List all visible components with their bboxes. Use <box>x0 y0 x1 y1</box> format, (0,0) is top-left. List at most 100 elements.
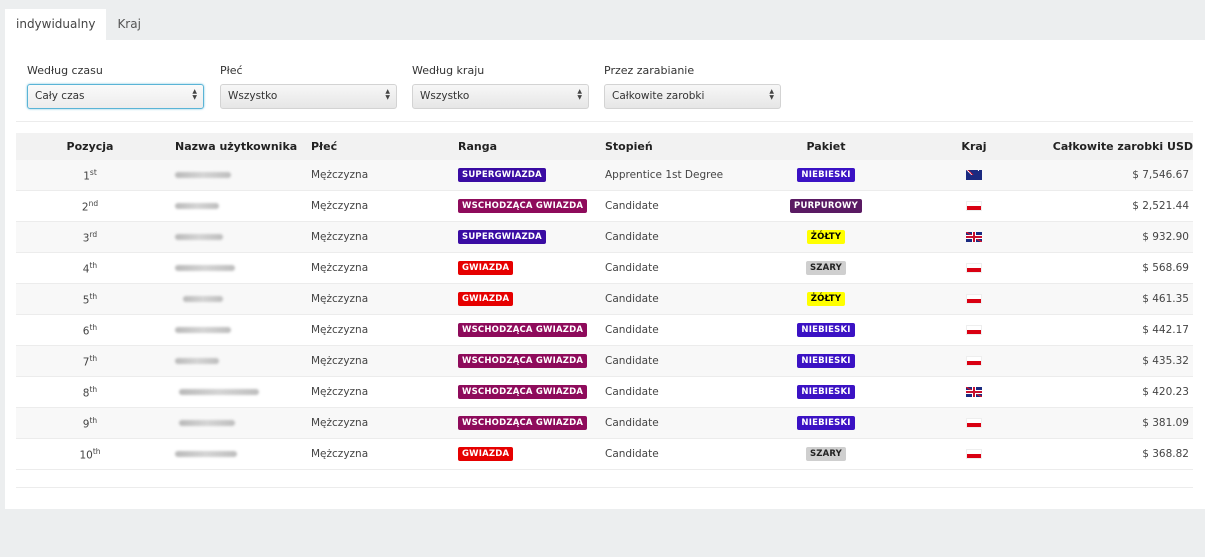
country-cell <box>900 324 1048 336</box>
username-cell[interactable] <box>164 200 311 212</box>
username-cell[interactable] <box>164 324 311 336</box>
table-row[interactable]: 3rd Mężczyzna SUPERGWIAZDA Candidate ŻÓŁTY $ … <box>16 222 1193 253</box>
position-suffix: th <box>89 291 98 301</box>
package-badge: SZARY <box>805 447 847 461</box>
earnings-cell: $ 381.09 <box>1142 417 1189 429</box>
username-redacted <box>175 265 235 271</box>
time-select[interactable]: Cały czas ▲ ▼ <box>27 84 204 109</box>
rank-cell: SUPERGWIAZDA <box>458 168 605 182</box>
package-badge: NIEBIESKI <box>797 168 855 182</box>
time-select-value: Cały czas <box>35 90 85 102</box>
country-flag-icon <box>966 232 982 242</box>
username-redacted <box>175 234 223 240</box>
country-flag-icon <box>966 294 982 304</box>
filter-gender: Płeć <box>220 64 243 78</box>
position-cell: 10th <box>16 447 164 462</box>
package-cell: PURPUROWY <box>752 199 900 213</box>
username-cell[interactable] <box>164 169 311 181</box>
degree-cell: Candidate <box>605 200 659 212</box>
package-badge: NIEBIESKI <box>797 323 855 337</box>
position-number: 8 <box>82 387 90 400</box>
position-cell: 2nd <box>16 199 164 214</box>
table-row[interactable]: 9th Mężczyzna WSCHODZĄCA GWIAZDA Candidate N… <box>16 408 1193 439</box>
username-cell[interactable] <box>164 386 311 398</box>
table-row[interactable]: 4th Mężczyzna GWIAZDA Candidate SZARY $ 568.6… <box>16 253 1193 284</box>
position-cell: 1st <box>16 168 164 183</box>
header-package[interactable]: Pakiet <box>806 140 846 153</box>
position-suffix: th <box>89 384 98 394</box>
position-suffix: th <box>89 415 98 425</box>
rank-cell: WSCHODZĄCA GWIAZDA <box>458 354 605 368</box>
table-row[interactable]: 8th Mężczyzna WSCHODZĄCA GWIAZDA Candidate N… <box>16 377 1193 408</box>
select-arrows-icon: ▲ ▼ <box>577 88 582 101</box>
degree-cell: Candidate <box>605 355 659 367</box>
package-badge: ŻÓŁTY <box>806 292 846 306</box>
earnings-cell: $ 932.90 <box>1142 231 1189 243</box>
position-cell: 9th <box>16 416 164 431</box>
header-rank[interactable]: Ranga <box>458 140 498 153</box>
filter-time-label: Według czasu <box>27 64 103 77</box>
gender-cell: Mężczyzna <box>311 324 369 336</box>
package-badge: ŻÓŁTY <box>806 230 846 244</box>
username-cell[interactable] <box>164 448 311 460</box>
position-suffix: nd <box>88 198 99 208</box>
header-position[interactable]: Pozycja <box>66 140 114 153</box>
earnings-cell: $ 461.35 <box>1142 293 1189 305</box>
country-flag-icon <box>966 263 982 273</box>
earnings-select[interactable]: Całkowite zarobki ▲ ▼ <box>604 84 781 109</box>
rank-badge: GWIAZDA <box>458 292 514 306</box>
country-flag-icon <box>966 166 982 180</box>
rank-cell: WSCHODZĄCA GWIAZDA <box>458 199 605 213</box>
degree-cell: Candidate <box>605 448 659 460</box>
earnings-cell: $ 442.17 <box>1142 324 1189 336</box>
table-row[interactable]: 10th Mężczyzna GWIAZDA Candidate SZARY $ 368.… <box>16 439 1193 470</box>
username-cell[interactable] <box>164 293 311 305</box>
select-arrows-icon: ▲ ▼ <box>385 88 390 101</box>
table-row[interactable]: 7th Mężczyzna WSCHODZĄCA GWIAZDA Candidate N… <box>16 346 1193 377</box>
divider <box>16 487 1193 488</box>
gender-cell: Mężczyzna <box>311 231 369 243</box>
filter-time: Według czasu <box>27 64 103 78</box>
username-redacted <box>183 296 223 302</box>
position-cell: 6th <box>16 323 164 338</box>
tab-country[interactable]: Kraj <box>117 17 141 31</box>
header-country[interactable]: Kraj <box>961 140 987 153</box>
country-select-value: Wszystko <box>420 90 470 102</box>
username-cell[interactable] <box>164 417 311 429</box>
country-flag-icon <box>966 449 982 459</box>
select-arrows-icon: ▲ ▼ <box>769 88 774 101</box>
header-username[interactable]: Nazwa użytkownika <box>175 140 298 153</box>
header-gender[interactable]: Płeć <box>311 140 338 153</box>
tab-individual[interactable]: indywidualny <box>5 9 107 40</box>
rank-badge: SUPERGWIAZDA <box>458 230 546 244</box>
table-row[interactable]: 6th Mężczyzna WSCHODZĄCA GWIAZDA Candidate N… <box>16 315 1193 346</box>
table-row[interactable]: 2nd Mężczyzna WSCHODZĄCA GWIAZDA Candidate P… <box>16 191 1193 222</box>
gender-cell: Mężczyzna <box>311 386 369 398</box>
table-row[interactable]: 5th Mężczyzna GWIAZDA Candidate ŻÓŁTY $ 461.3… <box>16 284 1193 315</box>
tab-bar: indywidualny Kraj <box>5 9 152 40</box>
rank-cell: WSCHODZĄCA GWIAZDA <box>458 323 605 337</box>
table-row[interactable]: 1st Mężczyzna SUPERGWIAZDA Apprentice 1st D… <box>16 160 1193 191</box>
country-flag-icon <box>966 418 982 428</box>
rank-cell: SUPERGWIAZDA <box>458 230 605 244</box>
package-cell: ŻÓŁTY <box>752 230 900 244</box>
username-cell[interactable] <box>164 231 311 243</box>
header-earnings[interactable]: Całkowite zarobki USD <box>1052 140 1193 153</box>
filter-earnings-label: Przez zarabianie <box>604 64 695 77</box>
username-cell[interactable] <box>164 355 311 367</box>
header-degree[interactable]: Stopień <box>605 140 653 153</box>
ranking-table: Pozycja Nazwa użytkownika Płeć Ranga Sto… <box>16 133 1193 470</box>
position-cell: 8th <box>16 385 164 400</box>
country-select[interactable]: Wszystko ▲ ▼ <box>412 84 589 109</box>
filter-gender-label: Płeć <box>220 64 243 77</box>
package-badge: NIEBIESKI <box>797 416 855 430</box>
degree-cell: Apprentice 1st Degree <box>605 169 724 181</box>
rank-badge: WSCHODZĄCA GWIAZDA <box>458 385 588 399</box>
package-badge: PURPUROWY <box>790 199 862 213</box>
position-number: 5 <box>82 294 90 307</box>
gender-select[interactable]: Wszystko ▲ ▼ <box>220 84 397 109</box>
username-cell[interactable] <box>164 262 311 274</box>
country-flag-icon <box>966 325 982 335</box>
username-redacted <box>175 451 237 457</box>
position-cell: 4th <box>16 261 164 276</box>
